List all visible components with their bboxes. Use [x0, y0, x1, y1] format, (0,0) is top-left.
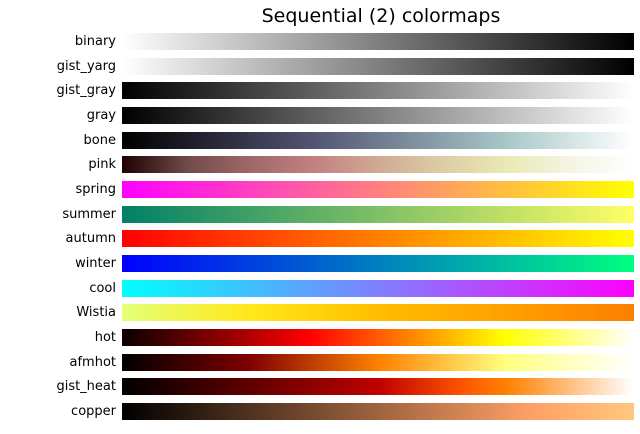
colormap-gradient-bar — [122, 205, 634, 223]
colormap-row: bone — [0, 131, 634, 149]
colormap-label: bone — [83, 132, 116, 148]
colormap-gradient-bar — [122, 156, 634, 174]
colormap-gradient-bar — [122, 33, 634, 50]
colormap-row: pink — [0, 156, 634, 174]
colormap-label: gray — [86, 107, 116, 123]
colormap-row: afmhot — [0, 353, 634, 371]
colormap-gradient-bar — [122, 353, 634, 371]
colormap-label: pink — [88, 157, 116, 173]
colormap-label: gist_yarg — [56, 58, 116, 74]
colormap-label: cool — [89, 280, 116, 296]
colormap-gradient-bar — [122, 180, 634, 198]
colormap-gradient-bar — [122, 328, 634, 346]
colormap-row: copper — [0, 402, 634, 420]
colormap-row: gist_gray — [0, 82, 634, 100]
chart-title: Sequential (2) colormaps — [261, 5, 501, 27]
colormap-label: spring — [75, 181, 116, 197]
colormap-row: winter — [0, 254, 634, 272]
colormap-gradient-bar — [122, 402, 634, 420]
colormap-row: gist_heat — [0, 378, 634, 396]
colormap-label: gist_gray — [56, 83, 117, 99]
colormap-row: gist_yarg — [0, 57, 634, 75]
colormap-gradient-bar — [122, 131, 634, 149]
colormap-row: summer — [0, 205, 634, 223]
colormap-label: Wistia — [76, 305, 116, 321]
colormap-label: copper — [71, 403, 116, 419]
colormap-gradient-bar — [122, 378, 634, 396]
colormap-row: binary — [0, 33, 634, 50]
colormap-label: binary — [74, 34, 116, 49]
colormap-label: winter — [75, 255, 116, 271]
colormap-label: gist_heat — [56, 379, 116, 395]
colormap-gradient-bar — [122, 106, 634, 124]
colormap-row: cool — [0, 279, 634, 297]
colormap-label: summer — [62, 206, 116, 222]
colormap-row: spring — [0, 180, 634, 198]
colormap-label: afmhot — [69, 354, 117, 370]
colormap-row: hot — [0, 328, 634, 346]
colormap-label: autumn — [65, 231, 116, 247]
colormap-row: autumn — [0, 230, 634, 248]
colormap-gradient-bar — [122, 304, 634, 322]
colormap-row: gray — [0, 106, 634, 124]
colormap-gradient-bar — [122, 230, 634, 248]
colormap-row: Wistia — [0, 304, 634, 322]
colormap-gradient-bar — [122, 57, 634, 75]
colormap-gradient-bar — [122, 279, 634, 297]
colormap-gradient-bar — [122, 254, 634, 272]
colormap-gradient-bar — [122, 82, 634, 100]
colormap-label: hot — [94, 329, 116, 345]
